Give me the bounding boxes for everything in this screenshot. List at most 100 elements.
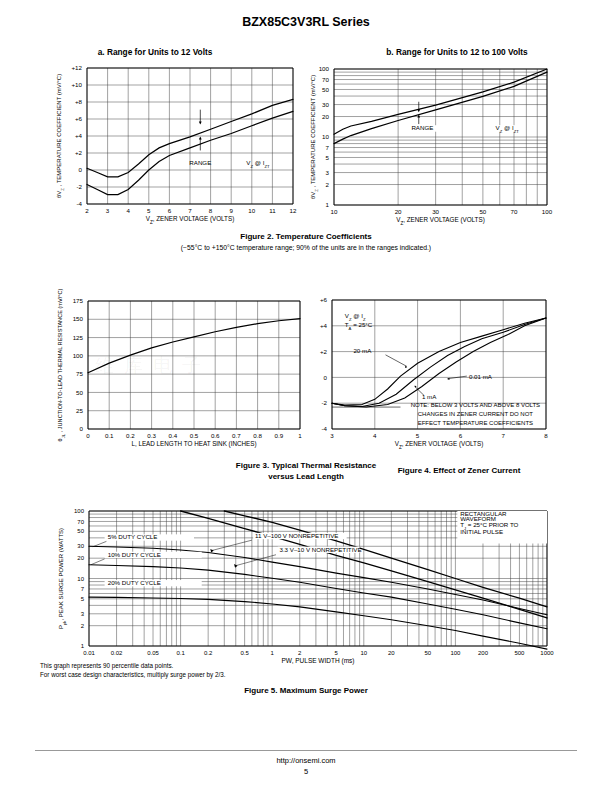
svg-text:VZ, ZENER VOLTAGE (VOLTS): VZ, ZENER VOLTAGE (VOLTS) [395,440,484,450]
svg-text:3: 3 [326,169,330,176]
svg-text:20: 20 [77,555,84,561]
svg-text:0.3: 0.3 [147,432,156,439]
svg-text:+4: +4 [320,322,328,329]
svg-text:30: 30 [322,101,329,108]
svg-text:150: 150 [73,315,84,322]
svg-text:7: 7 [81,586,85,592]
svg-text:3: 3 [330,432,334,439]
svg-text:+6: +6 [320,296,328,303]
svg-text:0.5: 0.5 [240,650,249,656]
svg-text:0: 0 [80,425,84,432]
svg-text:5: 5 [326,154,330,161]
svg-text:100: 100 [319,65,330,72]
svg-text:1: 1 [326,201,330,208]
svg-text:-4: -4 [76,200,82,207]
svg-text:500: 500 [514,650,525,656]
svg-text:10% DUTY CYCLE: 10% DUTY CYCLE [108,551,161,558]
svg-text:θVZ , TEMPERATURE COEFFICIENT: θVZ , TEMPERATURE COEFFICIENT (mV/°C) [56,74,65,198]
svg-text:50: 50 [76,389,83,396]
svg-text:8: 8 [209,207,213,214]
svg-text:EFFECT TEMPERATURE COEFFICIENT: EFFECT TEMPERATURE COEFFICIENTS [418,420,533,426]
svg-text:+10: +10 [72,81,83,88]
svg-text:VZ @ IZT: VZ @ IZT [246,159,270,169]
svg-text:1: 1 [298,432,302,439]
svg-text:0.2: 0.2 [126,432,135,439]
svg-text:CHANGES IN ZENER CURRENT DO NO: CHANGES IN ZENER CURRENT DO NOT [418,411,534,417]
svg-text:-4: -4 [321,425,327,432]
svg-text:50: 50 [77,528,84,534]
svg-text:RANGE: RANGE [189,159,211,166]
svg-text:0.6: 0.6 [211,432,220,439]
svg-text:70: 70 [511,208,518,215]
svg-text:4: 4 [126,207,130,214]
svg-text:12: 12 [290,207,297,214]
svg-text:5: 5 [81,596,85,602]
svg-text:200: 200 [478,650,489,656]
svg-text:0.1: 0.1 [105,432,114,439]
svg-text:1: 1 [271,650,275,656]
svg-text:1 mA: 1 mA [422,393,437,400]
svg-text:50: 50 [322,86,329,93]
svg-text:0.4: 0.4 [168,432,177,439]
svg-text:25: 25 [76,407,83,414]
svg-text:0.8: 0.8 [253,432,262,439]
svg-text:100: 100 [73,352,84,359]
svg-text:6: 6 [459,432,463,439]
svg-text:2: 2 [326,181,330,188]
svg-text:5% DUTY CYCLE: 5% DUTY CYCLE [108,533,158,540]
svg-text:20% DUTY CYCLE: 20% DUTY CYCLE [108,579,161,586]
svg-text:INITIAL PULSE: INITIAL PULSE [460,528,503,535]
svg-text:TA = 25°C: TA = 25°C [345,321,373,331]
svg-text:75: 75 [76,370,83,377]
svg-text:50: 50 [424,650,431,656]
svg-text:0: 0 [86,432,90,439]
svg-text:2: 2 [85,207,89,214]
svg-text:7: 7 [501,432,505,439]
svg-text:+2: +2 [75,149,83,156]
svg-text:0.01: 0.01 [83,650,95,656]
svg-text:PW, PULSE WIDTH (ms): PW, PULSE WIDTH (ms) [282,657,355,665]
svg-text:0: 0 [79,166,83,173]
svg-text:10: 10 [331,208,338,215]
svg-text:+4: +4 [75,132,83,139]
svg-text:2: 2 [81,623,85,629]
svg-text:100: 100 [450,650,461,656]
svg-text:VZ, ZENER VOLTAGE (VOLTS): VZ, ZENER VOLTAGE (VOLTS) [396,216,485,226]
svg-text:-2: -2 [76,183,82,190]
svg-text:θVZ , TEMPERATURE COEFFICIENT: θVZ , TEMPERATURE COEFFICIENT (mV/°C) [310,75,319,199]
svg-text:8: 8 [544,432,548,439]
svg-text:30: 30 [432,208,439,215]
svg-text:0.7: 0.7 [232,432,241,439]
svg-text:20: 20 [322,113,329,120]
svg-text:5: 5 [335,650,339,656]
svg-text:0.5: 0.5 [190,432,199,439]
svg-text:0.2: 0.2 [204,650,213,656]
svg-text:NOTE: BELOW 3 VOLTS AND ABOVE: NOTE: BELOW 3 VOLTS AND ABOVE 8 VOLTS [411,402,540,408]
svg-text:10: 10 [77,576,84,582]
svg-text:6: 6 [168,207,172,214]
svg-text:0.02: 0.02 [111,650,123,656]
svg-text:3: 3 [106,207,110,214]
svg-text:4: 4 [373,432,377,439]
svg-text:125: 125 [73,334,84,341]
svg-text:3.3 V–10 V NONREPETITIVE: 3.3 V–10 V NONREPETITIVE [279,546,361,553]
svg-text:1000: 1000 [540,650,554,656]
svg-text:50: 50 [479,208,486,215]
svg-text:5: 5 [416,432,420,439]
svg-text:70: 70 [322,76,329,83]
svg-text:100: 100 [74,508,85,514]
svg-text:100: 100 [542,208,553,215]
svg-text:20: 20 [395,208,402,215]
svg-text:+6: +6 [75,115,83,122]
svg-text:7: 7 [188,207,192,214]
svg-text:L, LEAD LENGTH TO HEAT SINK (I: L, LEAD LENGTH TO HEAT SINK (INCHES) [131,440,256,448]
svg-text:10: 10 [322,133,329,140]
svg-text:+8: +8 [75,98,83,105]
svg-text:11: 11 [269,207,276,214]
svg-text:70: 70 [77,519,84,525]
svg-text:175: 175 [73,297,84,304]
svg-text:20: 20 [388,650,395,656]
svg-text:10: 10 [360,650,367,656]
svg-text:30: 30 [77,543,84,549]
svg-text:7: 7 [326,144,330,151]
